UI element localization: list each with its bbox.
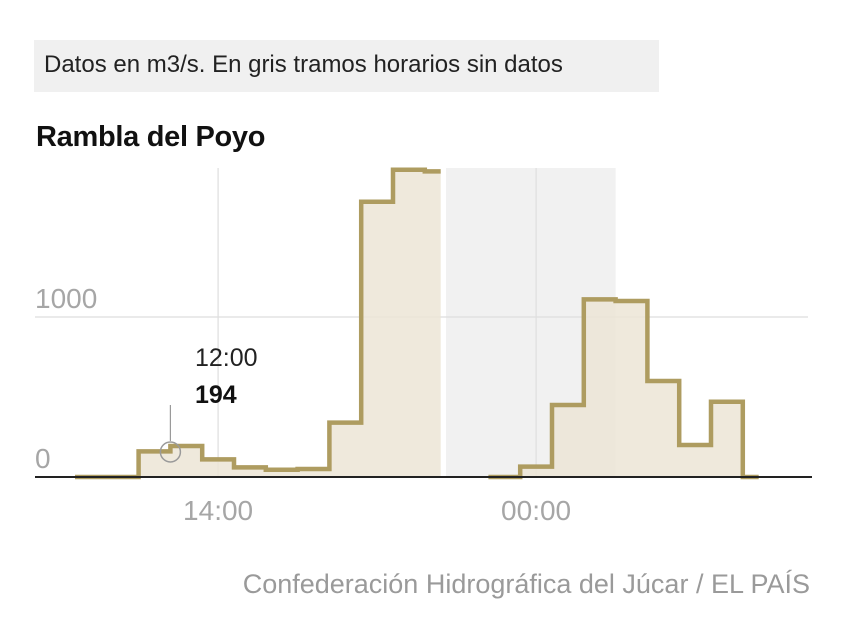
y-tick-label-0: 0 bbox=[35, 443, 51, 474]
series-line-1 bbox=[488, 297, 759, 480]
annotation-marker bbox=[159, 441, 182, 463]
y-tick-label-1: 1000 bbox=[35, 283, 97, 314]
annotation-time: 12:00 bbox=[195, 344, 258, 372]
source-credit: Confederación Hidrográfica del Júcar / E… bbox=[242, 569, 810, 599]
chart-title: Rambla del Poyo bbox=[36, 121, 266, 153]
chart-note: Datos en m3/s. En gris tramos horarios s… bbox=[44, 51, 563, 78]
x-tick-label-1: 00:00 bbox=[501, 495, 571, 526]
series-area-0 bbox=[75, 169, 441, 478]
note-box: Datos en m3/s. En gris tramos horarios s… bbox=[34, 40, 659, 92]
annotation-value: 194 bbox=[195, 381, 237, 409]
x-tick-label-0: 14:00 bbox=[183, 495, 253, 526]
series-area-1 bbox=[488, 299, 759, 477]
